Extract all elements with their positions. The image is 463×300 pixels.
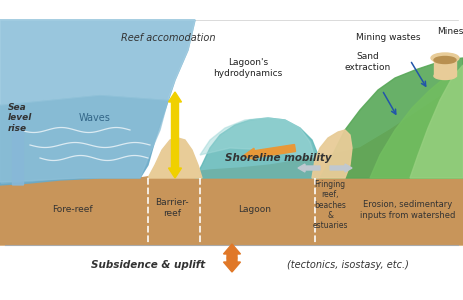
Text: Mining wastes: Mining wastes (356, 34, 420, 43)
Ellipse shape (434, 56, 456, 64)
Polygon shape (200, 118, 315, 158)
Polygon shape (0, 20, 195, 185)
Polygon shape (312, 130, 352, 178)
Text: Lagoon's
hydrodynamics: Lagoon's hydrodynamics (213, 58, 282, 78)
Text: Lagoon: Lagoon (238, 206, 271, 214)
Polygon shape (410, 65, 463, 178)
Text: Mines: Mines (437, 28, 463, 37)
Polygon shape (148, 138, 202, 178)
Polygon shape (370, 68, 463, 178)
FancyArrow shape (243, 145, 295, 160)
Ellipse shape (434, 73, 456, 80)
FancyArrow shape (298, 164, 320, 172)
Text: Erosion, sedimentary
inputs from watershed: Erosion, sedimentary inputs from watersh… (360, 200, 456, 220)
Text: Sea
level
rise: Sea level rise (8, 103, 32, 133)
Text: Barrier-
reef: Barrier- reef (155, 198, 189, 218)
FancyArrow shape (224, 244, 240, 258)
FancyArrow shape (330, 164, 352, 172)
Text: Sand
extraction: Sand extraction (345, 52, 391, 72)
Text: (tectonics, isostasy, etc.): (tectonics, isostasy, etc.) (287, 260, 409, 270)
Text: Reef accomodation: Reef accomodation (121, 33, 215, 43)
FancyArrow shape (224, 258, 240, 272)
Text: Subsidence & uplift: Subsidence & uplift (91, 260, 205, 270)
Text: Fringing
reef,
beaches
&
estuaries: Fringing reef, beaches & estuaries (312, 180, 348, 230)
Polygon shape (0, 80, 463, 245)
Text: Waves: Waves (79, 113, 111, 123)
Polygon shape (0, 20, 195, 105)
Polygon shape (195, 118, 320, 178)
Polygon shape (0, 95, 168, 182)
Text: Shoreline mobility: Shoreline mobility (225, 153, 332, 163)
FancyArrow shape (9, 105, 27, 185)
Polygon shape (320, 58, 463, 178)
FancyArrow shape (169, 92, 181, 140)
Bar (434, 58, 456, 76)
FancyArrow shape (169, 140, 181, 178)
Text: Fore-reef: Fore-reef (52, 206, 92, 214)
Ellipse shape (431, 53, 459, 63)
